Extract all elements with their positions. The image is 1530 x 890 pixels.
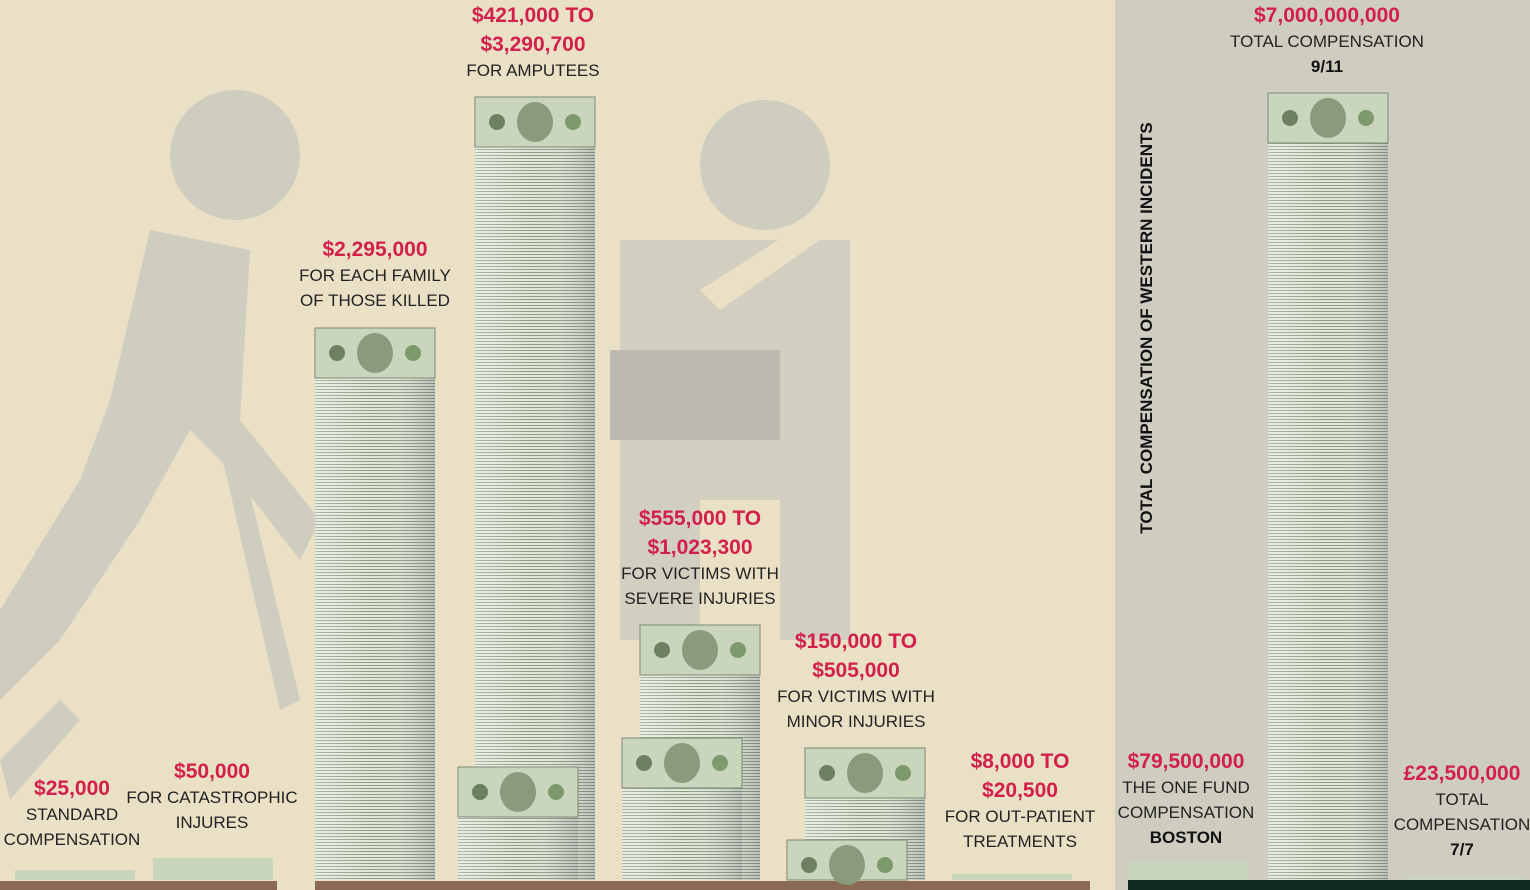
base-bar (315, 881, 1090, 890)
base-bar (0, 881, 277, 890)
amount: $421,000 TO (472, 4, 594, 27)
bill-seal (730, 642, 746, 658)
bill (153, 858, 273, 880)
label: BOSTON (1150, 828, 1222, 847)
bill-seal (895, 765, 911, 781)
bill-seal (489, 114, 505, 130)
amount: $8,000 TO (971, 750, 1070, 773)
page: {"left_items":[ {"amount":["$25,000"],"d… (0, 0, 1530, 890)
amount: $505,000 (812, 659, 900, 682)
stack-shade (475, 97, 595, 880)
description: OF THOSE KILLED (300, 291, 450, 310)
description: FOR VICTIMS WITH (621, 564, 779, 583)
bill-seal (636, 755, 652, 771)
amount: $20,500 (982, 779, 1058, 802)
bill-seal (654, 642, 670, 658)
bill-seal (819, 765, 835, 781)
bill-portrait (682, 630, 718, 670)
amount: $150,000 TO (795, 630, 917, 653)
bill-seal (329, 345, 345, 361)
bill-portrait (664, 743, 700, 783)
bill-seal (801, 857, 817, 873)
amount: $50,000 (174, 760, 250, 783)
description: FOR VICTIMS WITH (777, 687, 935, 706)
bill-seal (548, 784, 564, 800)
description: FOR AMPUTEES (466, 61, 599, 80)
bill-seal (1282, 110, 1298, 126)
label: 9/11 (1311, 57, 1343, 76)
description: TOTAL (1435, 790, 1488, 809)
bill (952, 874, 1072, 880)
description: TREATMENTS (963, 832, 1077, 851)
bill-seal (712, 755, 728, 771)
stack-shade (315, 328, 435, 880)
bill-seal (565, 114, 581, 130)
bill-portrait (847, 753, 883, 793)
amount: $25,000 (34, 777, 110, 800)
amount: $3,290,700 (480, 33, 585, 56)
bill-portrait (357, 333, 393, 373)
bill-portrait (517, 102, 553, 142)
bill-seal (877, 857, 893, 873)
bill-seal (405, 345, 421, 361)
description: MINOR INJURIES (787, 712, 926, 731)
bill (1405, 877, 1525, 880)
bill (15, 870, 135, 880)
label: 7/7 (1450, 840, 1474, 859)
stack-shade (1268, 93, 1388, 880)
description: COMPENSATION (1118, 803, 1255, 822)
description: TOTAL COMPENSATION (1230, 32, 1424, 51)
bill-portrait (1310, 98, 1346, 138)
description: COMPENSATION (4, 830, 141, 849)
amount: $7,000,000,000 (1254, 4, 1400, 27)
amount: $1,023,300 (647, 536, 752, 559)
amount: $2,295,000 (322, 238, 427, 261)
bill-portrait (500, 772, 536, 812)
description: FOR CATASTROPHIC (126, 788, 297, 807)
description: STANDARD (26, 805, 118, 824)
bill-seal (1358, 110, 1374, 126)
description: FOR EACH FAMILY (299, 266, 451, 285)
description: INJURES (176, 813, 249, 832)
description: COMPENSATION (1394, 815, 1530, 834)
infographic: TOTAL COMPENSATION OF WESTERN INCIDENTS … (0, 0, 1530, 890)
amount: $79,500,000 (1128, 750, 1245, 773)
bill (1128, 862, 1248, 880)
base-bar (1128, 880, 1530, 890)
description: THE ONE FUND (1122, 778, 1250, 797)
bill-portrait (829, 845, 865, 885)
description: SEVERE INJURIES (624, 589, 775, 608)
amount: $555,000 TO (639, 507, 761, 530)
amount: £23,500,000 (1404, 762, 1521, 785)
description: FOR OUT-PATIENT (945, 807, 1095, 826)
bill-seal (472, 784, 488, 800)
panel-title: TOTAL COMPENSATION OF WESTERN INCIDENTS (1137, 122, 1156, 533)
